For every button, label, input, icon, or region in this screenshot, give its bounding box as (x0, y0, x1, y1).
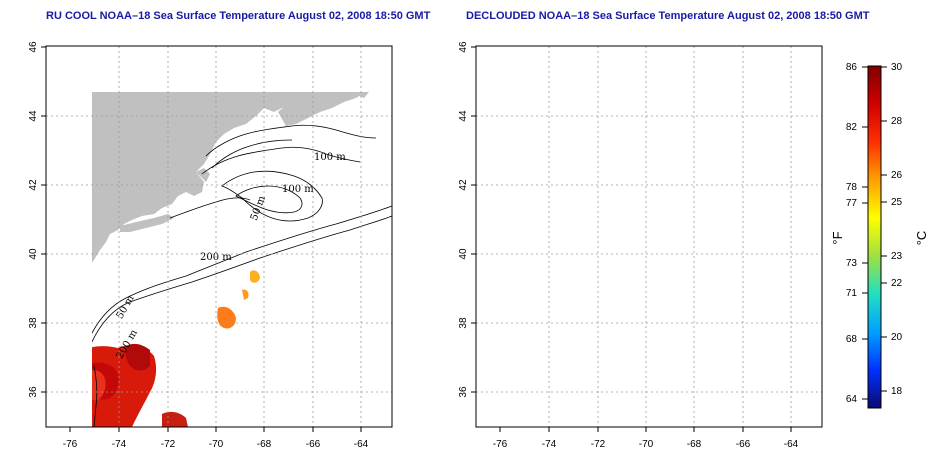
left-lat-tick: 36 (28, 386, 39, 398)
celsius-tick: 26 (891, 170, 903, 181)
colorbar-fahrenheit-scale: 86 82 78 77 73 71 68 64 °F (830, 62, 868, 405)
right-lon-axis: -76 -74 -72 -70 -68 -66 -64 (493, 427, 799, 450)
right-lon-tick: -76 (493, 439, 508, 450)
left-lon-tick: -64 (354, 439, 369, 450)
right-lat-tick: 42 (458, 179, 469, 191)
left-lon-tick: -66 (306, 439, 321, 450)
fahrenheit-tick: 86 (846, 62, 858, 73)
right-map-panel: 100 m 100 m 50 m 200 m 50 m 200 m -76 -7… (458, 41, 823, 450)
right-ocean-background (476, 46, 822, 427)
fahrenheit-tick: 73 (846, 258, 858, 269)
right-lon-tick: -64 (784, 439, 799, 450)
right-lat-tick: 40 (458, 248, 469, 260)
fahrenheit-tick: 68 (846, 334, 858, 345)
celsius-unit-label: °C (914, 231, 929, 246)
left-lon-tick: -72 (161, 439, 176, 450)
colorbar-celsius-scale: 30 28 26 25 23 22 20 18 °C (881, 62, 929, 397)
left-map-frame (45, 45, 393, 428)
left-lat-tick: 44 (28, 110, 39, 122)
left-lon-tick: -70 (209, 439, 224, 450)
right-lat-tick: 36 (458, 386, 469, 398)
left-sst-patches (92, 270, 260, 427)
right-lon-tick: -68 (687, 439, 702, 450)
right-lat-axis: 36 38 40 42 44 46 (458, 41, 476, 398)
left-map-panel: 100 m 100 m 50 m 200 m 50 m 200 m -76 -7… (28, 41, 393, 450)
right-lon-tick: -70 (639, 439, 654, 450)
fahrenheit-tick: 77 (846, 198, 858, 209)
right-map-frame (475, 45, 823, 428)
left-lat-tick: 42 (28, 179, 39, 191)
fahrenheit-unit-label: °F (830, 231, 845, 244)
left-lat-axis: 36 38 40 42 44 46 (28, 41, 46, 398)
right-lat-tick: 38 (458, 317, 469, 329)
celsius-tick: 23 (891, 251, 903, 262)
left-lon-tick: -68 (257, 439, 272, 450)
celsius-tick: 25 (891, 197, 903, 208)
left-graticule (46, 46, 392, 427)
celsius-tick: 20 (891, 332, 903, 343)
fahrenheit-tick: 64 (846, 394, 858, 405)
right-lon-tick: -74 (542, 439, 557, 450)
left-lat-tick: 38 (28, 317, 39, 329)
celsius-tick: 18 (891, 386, 903, 397)
right-lat-tick: 44 (458, 110, 469, 122)
celsius-tick: 22 (891, 278, 903, 289)
left-bathy-label-100m-center: 100 m (282, 184, 314, 195)
fahrenheit-tick: 71 (846, 288, 858, 299)
fahrenheit-tick: 78 (846, 182, 858, 193)
left-bathy-label-100m-east: 100 m (314, 152, 346, 163)
left-lon-axis: -76 -74 -72 -70 -68 -66 -64 (63, 427, 369, 450)
left-lat-tick: 40 (28, 248, 39, 260)
right-lat-tick: 46 (458, 41, 469, 53)
right-lon-tick: -66 (736, 439, 751, 450)
right-map-title: DECLOUDED NOAA–18 Sea Surface Temperatur… (466, 10, 870, 22)
left-map-title: RU COOL NOAA–18 Sea Surface Temperature … (46, 10, 431, 22)
right-graticule (476, 46, 822, 427)
left-lon-tick: -74 (112, 439, 127, 450)
colorbar-ramp (867, 65, 882, 409)
celsius-tick: 28 (891, 116, 903, 127)
right-lon-tick: -72 (591, 439, 606, 450)
celsius-tick: 30 (891, 62, 903, 73)
left-lon-tick: -76 (63, 439, 78, 450)
left-lat-tick: 46 (28, 41, 39, 53)
fahrenheit-tick: 82 (846, 122, 858, 133)
temperature-colorbar: 86 82 78 77 73 71 68 64 °F 30 28 26 25 2… (830, 62, 929, 409)
